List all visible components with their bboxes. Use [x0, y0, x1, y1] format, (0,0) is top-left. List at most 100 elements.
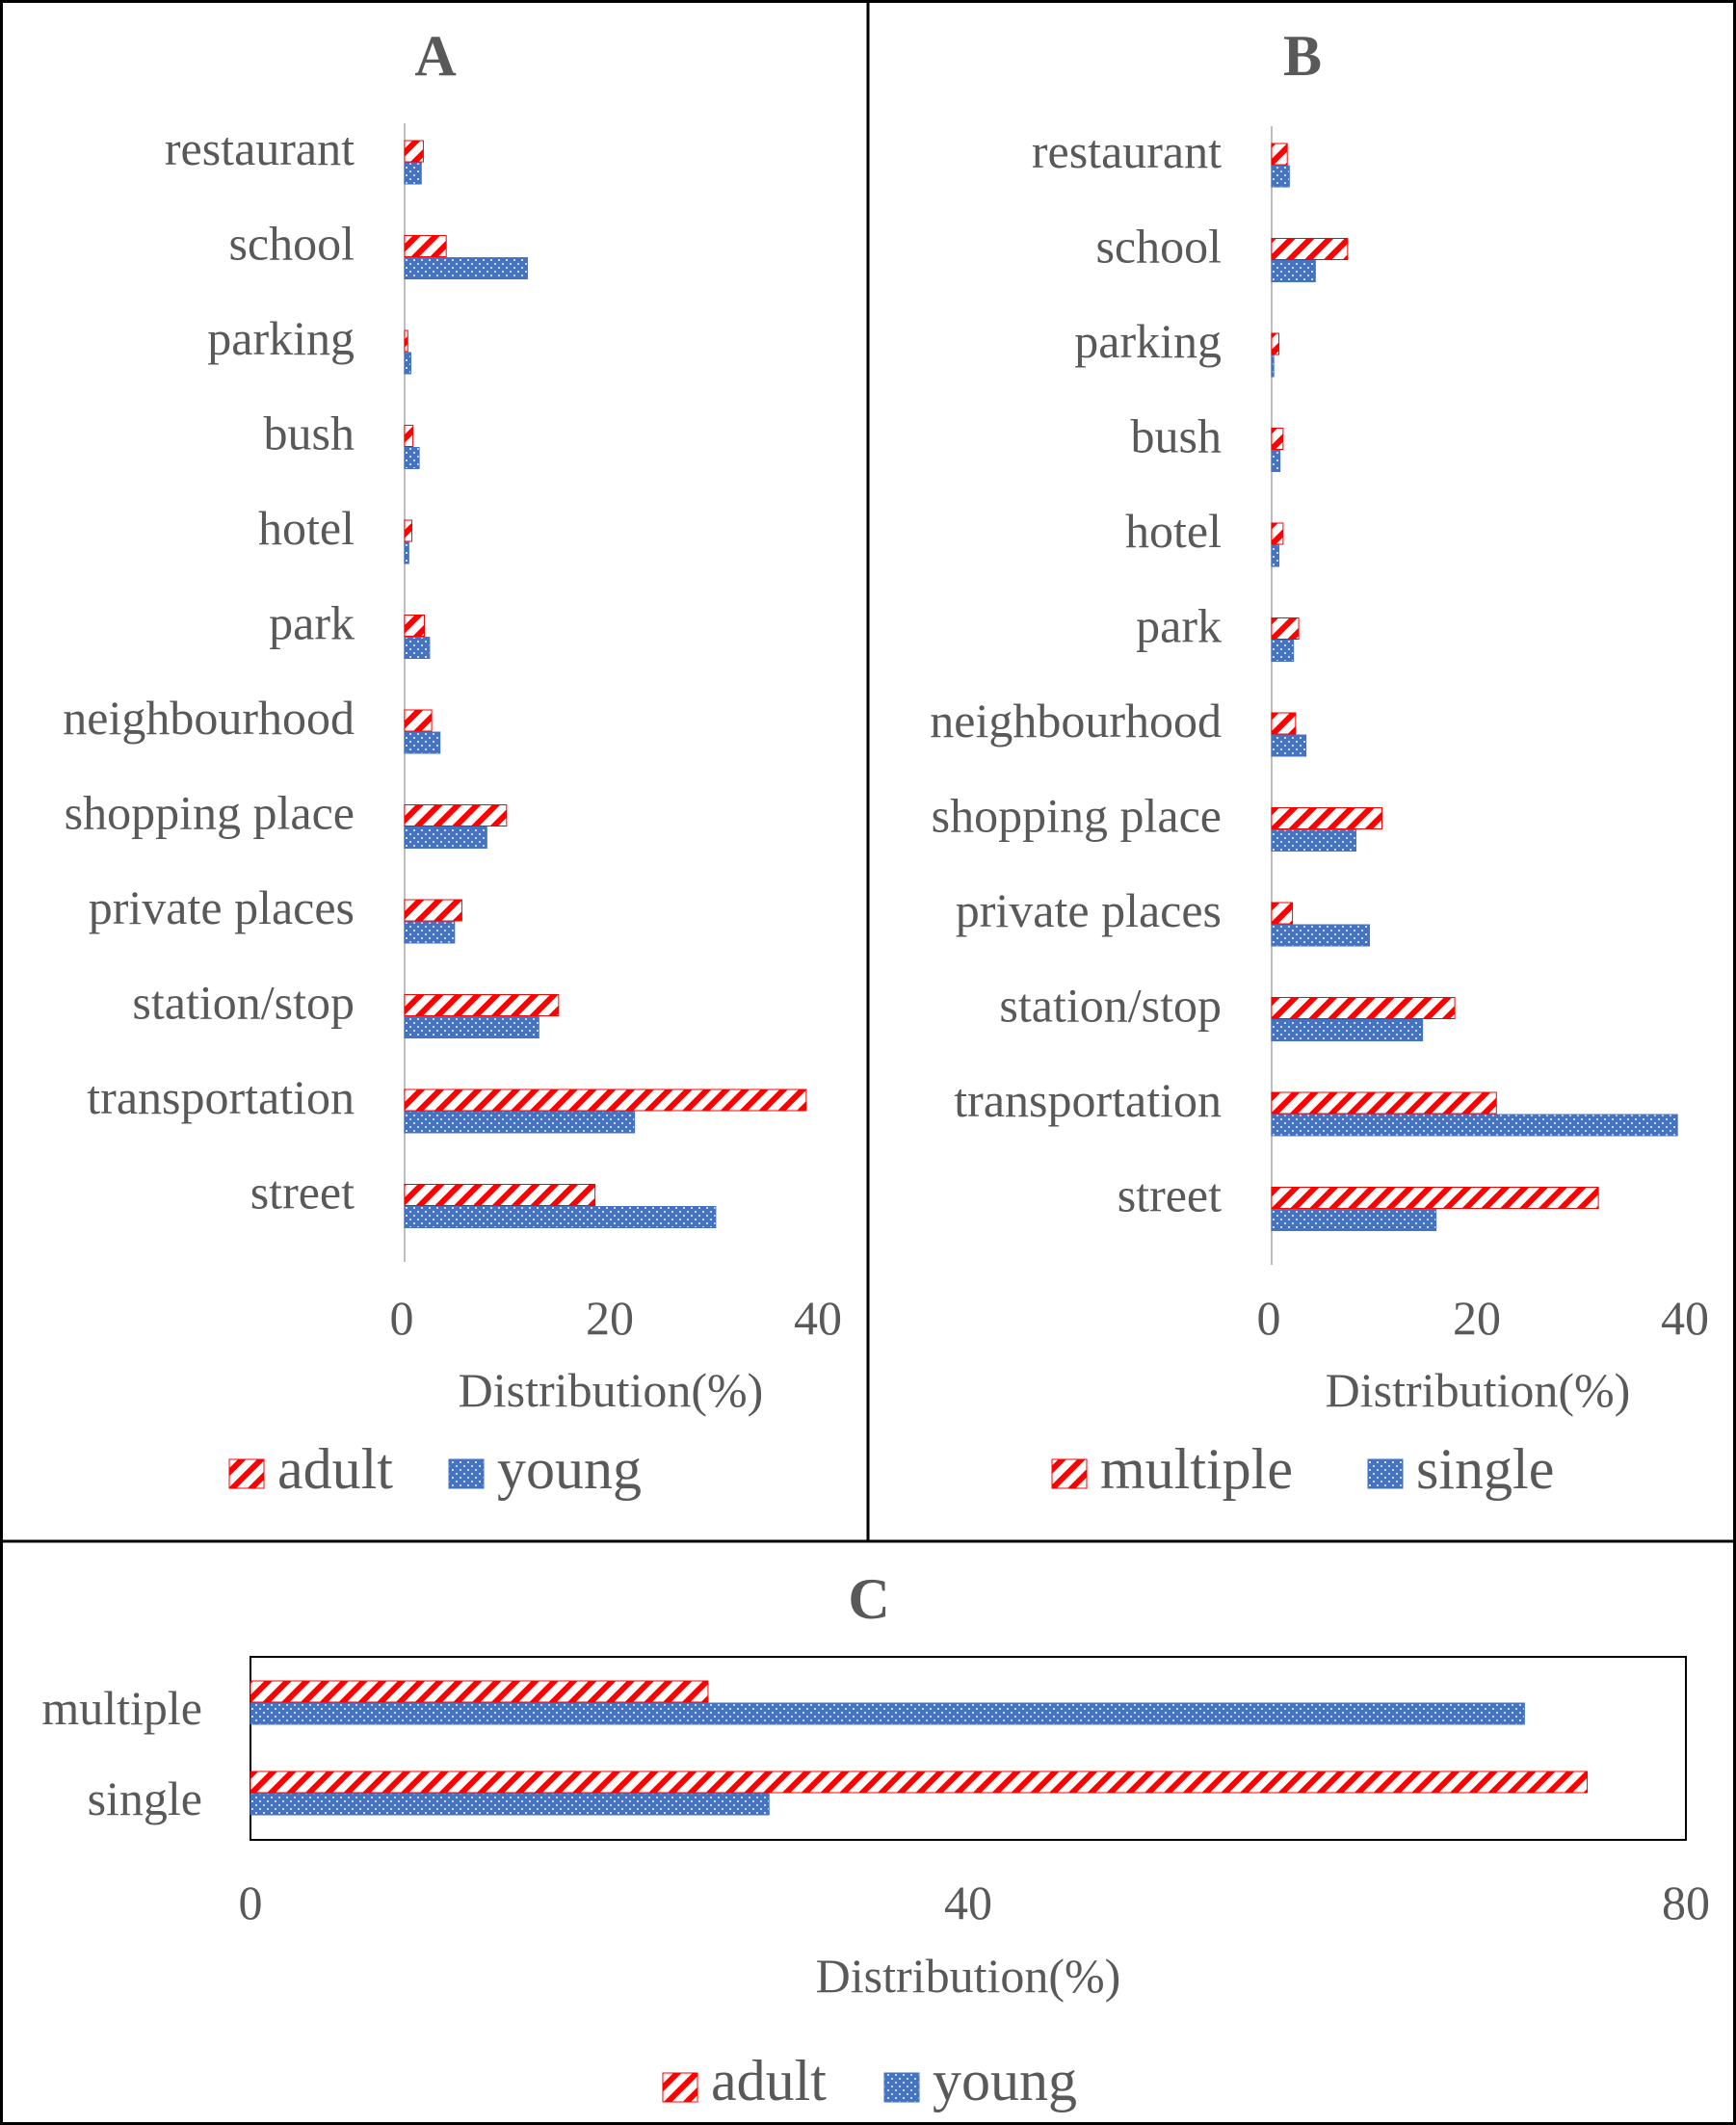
legend-swatch-single — [1367, 1458, 1404, 1489]
panel-title: B — [1283, 24, 1322, 88]
category-label: bush — [1131, 409, 1222, 463]
category-label: station/stop — [132, 976, 355, 1030]
category-label: multiple — [41, 1681, 202, 1735]
panel-title: C — [848, 1567, 889, 1631]
category-label: shopping place — [65, 786, 355, 840]
bar-multiple-shopping-place — [1271, 807, 1382, 829]
bar-single-school — [1271, 260, 1316, 282]
bar-adult-transportation — [404, 1089, 807, 1112]
category-label: neighbourhood — [930, 694, 1222, 748]
bar-young-hotel — [404, 541, 409, 564]
bar-young-private-places — [404, 921, 456, 944]
bar-young-park — [404, 637, 431, 659]
legend-label-single: single — [1416, 1437, 1554, 1501]
category-label: restaurant — [165, 121, 355, 175]
x-tick-label: 80 — [1662, 1876, 1710, 1929]
bar-young-neighbourhood — [404, 731, 441, 754]
bar-young-school — [404, 257, 528, 279]
bar-multiple-bush — [1271, 428, 1284, 450]
category-label: station/stop — [999, 979, 1222, 1033]
category-label: park — [1136, 599, 1222, 653]
bar-young-restaurant — [404, 162, 422, 185]
category-label: transportation — [954, 1073, 1222, 1127]
bar-multiple-restaurant — [1271, 143, 1288, 166]
bar-adult-parking — [404, 329, 408, 353]
category-label: park — [269, 596, 355, 650]
bar-adult-multiple — [250, 1680, 709, 1703]
bar-adult-park — [404, 615, 426, 637]
legend-swatch-young — [883, 2072, 920, 2103]
bar-adult-hotel — [404, 519, 413, 542]
bar-single-parking — [1271, 354, 1275, 378]
bar-adult-neighbourhood — [404, 709, 433, 732]
bar-adult-single — [250, 1771, 1589, 1794]
category-label: school — [1095, 220, 1222, 274]
bar-multiple-parking — [1271, 332, 1280, 355]
bar-single-bush — [1271, 450, 1281, 472]
bar-multiple-station-stop — [1271, 997, 1456, 1019]
bar-multiple-neighbourhood — [1271, 712, 1297, 735]
bar-single-shopping-place — [1271, 829, 1356, 852]
bar-single-private-places — [1271, 924, 1371, 947]
bar-adult-bush — [404, 425, 414, 447]
legend-swatch-multiple — [1051, 1458, 1088, 1489]
bar-adult-shopping-place — [404, 804, 508, 826]
category-label: private places — [956, 883, 1222, 937]
bar-single-restaurant — [1271, 165, 1290, 188]
bar-young-transportation — [404, 1111, 636, 1134]
bar-single-neighbourhood — [1271, 734, 1307, 757]
category-label: restaurant — [1032, 124, 1222, 178]
x-tick-label: 0 — [239, 1876, 263, 1929]
x-axis-title: Distribution(%) — [1326, 1363, 1631, 1417]
x-tick-label: 40 — [944, 1876, 992, 1929]
bar-multiple-park — [1271, 617, 1300, 640]
category-label: neighbourhood — [63, 691, 355, 745]
bar-single-street — [1271, 1209, 1437, 1231]
category-label: parking — [207, 311, 355, 365]
category-label: school — [228, 217, 355, 271]
bar-multiple-street — [1271, 1187, 1599, 1209]
legend-label-adult: adult — [277, 1437, 393, 1501]
bar-multiple-private-places — [1271, 902, 1294, 925]
bar-single-station-stop — [1271, 1019, 1424, 1041]
bar-young-parking — [404, 352, 411, 375]
x-tick-label: 20 — [586, 1291, 634, 1345]
bar-adult-station-stop — [404, 994, 560, 1016]
category-label: hotel — [1125, 504, 1222, 558]
bar-young-street — [404, 1206, 717, 1228]
bar-young-shopping-place — [404, 826, 487, 849]
bar-adult-restaurant — [404, 140, 424, 163]
x-tick-label: 0 — [390, 1291, 414, 1345]
legend-label-young: young — [497, 1437, 642, 1501]
legend-swatch-adult — [662, 2072, 698, 2103]
bar-adult-street — [404, 1184, 596, 1206]
panel-title: A — [414, 24, 456, 88]
panel-c-plot-border — [250, 1656, 1687, 1841]
bar-young-bush — [404, 447, 420, 469]
bar-young-station-stop — [404, 1016, 539, 1038]
category-label: street — [250, 1166, 355, 1220]
bar-adult-private-places — [404, 899, 462, 922]
x-axis-title: Distribution(%) — [816, 1949, 1121, 2003]
legend-swatch-adult — [228, 1458, 265, 1489]
legend-label-multiple: multiple — [1100, 1437, 1293, 1501]
category-label: parking — [1074, 314, 1222, 368]
legend-swatch-young — [448, 1458, 485, 1489]
category-label: single — [88, 1771, 202, 1825]
category-label: bush — [264, 407, 355, 460]
category-label: hotel — [258, 501, 355, 555]
bar-single-park — [1271, 640, 1295, 662]
x-tick-label: 20 — [1453, 1291, 1501, 1345]
x-tick-label: 0 — [1257, 1291, 1281, 1345]
bar-young-single — [250, 1793, 770, 1816]
legend-label-adult: adult — [711, 2049, 827, 2112]
bar-adult-school — [404, 235, 447, 257]
bar-single-transportation — [1271, 1114, 1678, 1137]
bar-single-hotel — [1271, 544, 1280, 567]
bar-multiple-transportation — [1271, 1091, 1497, 1115]
x-tick-label: 40 — [794, 1291, 842, 1345]
